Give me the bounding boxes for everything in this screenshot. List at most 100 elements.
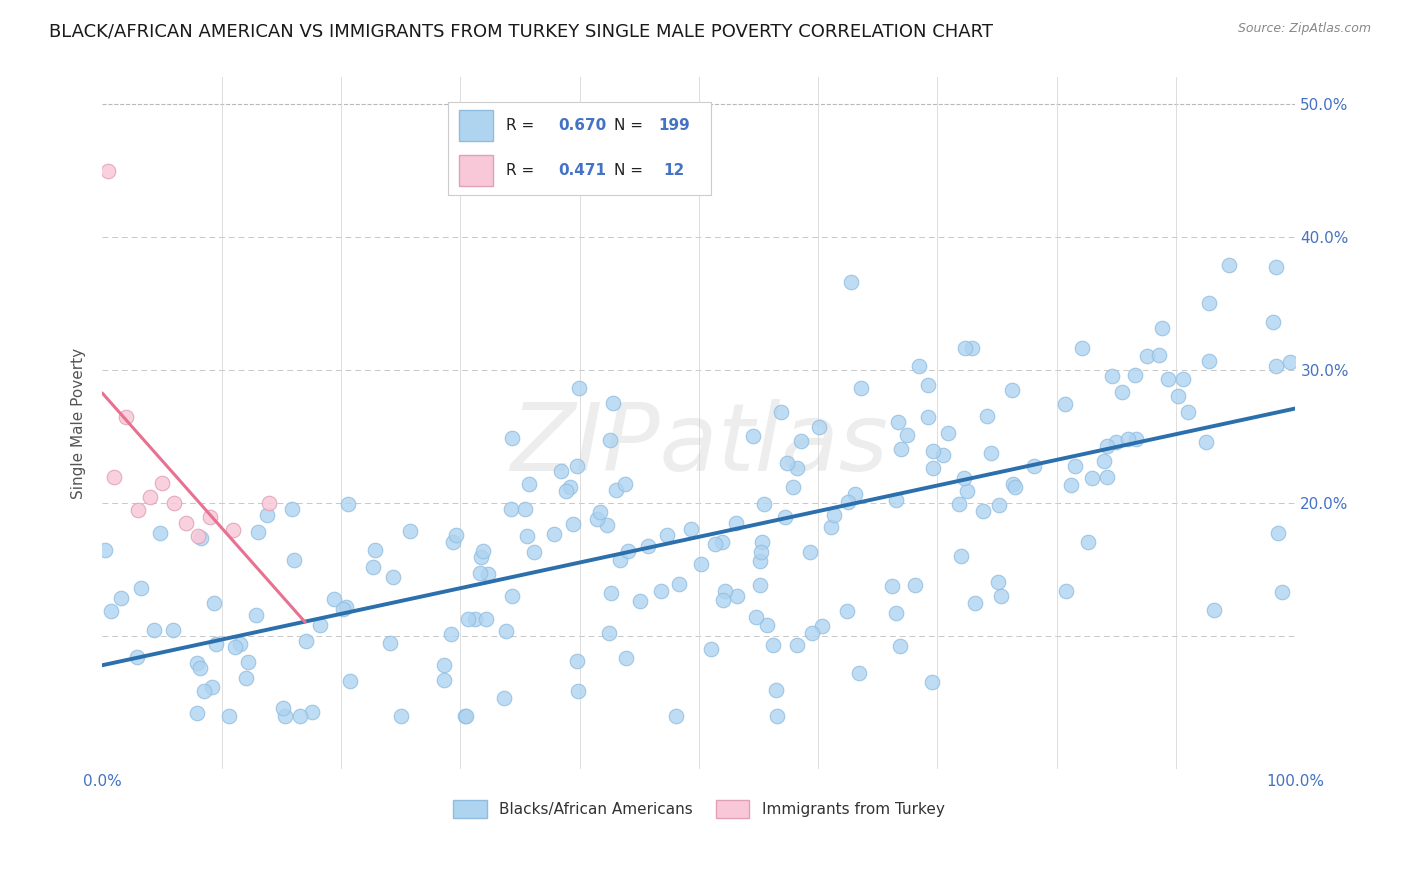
Point [454,709,477,723]
Point [283,553,305,567]
Point [1080,471,1102,485]
Point [637,539,659,553]
Point [741,428,763,442]
Point [281,501,304,516]
Point [494,690,516,705]
Point [567,684,589,698]
Point [749,578,772,592]
Point [1267,526,1289,541]
Point [323,592,346,607]
Point [890,442,912,457]
Point [361,560,384,574]
Point [186,706,208,721]
Point [835,603,858,617]
Point [1278,354,1301,368]
Point [586,512,609,526]
Point [1195,435,1218,450]
Point [1024,458,1046,473]
Point [567,458,589,473]
Point [711,593,734,607]
Point [433,658,456,673]
Point [703,536,725,550]
Point [129,581,152,595]
Point [103,469,125,483]
Point [681,522,703,536]
Point [786,639,808,653]
Point [598,625,620,640]
Point [668,577,690,591]
Point [908,359,931,374]
Point [477,567,499,582]
Point [886,415,908,429]
Point [848,665,870,680]
Point [1125,368,1147,382]
Point [725,589,748,603]
Point [1054,397,1077,411]
Point [628,594,651,608]
Point [1105,434,1128,449]
Point [614,476,637,491]
Point [513,501,536,516]
Point [224,640,246,654]
Point [713,584,735,599]
Point [960,341,983,355]
Point [1092,454,1115,468]
Point [1198,353,1220,368]
Point [922,461,945,475]
Point [1264,260,1286,274]
Point [596,518,619,533]
Point [1063,458,1085,473]
Point [205,637,228,651]
Point [143,623,166,637]
Point [201,680,224,694]
Point [839,276,862,290]
Point [97,163,120,178]
Point [700,642,723,657]
Point [561,516,583,531]
Point [190,531,212,545]
Point [1150,320,1173,334]
Point [555,484,578,499]
Point [921,674,943,689]
Point [614,651,637,665]
Point [752,497,775,511]
Point [589,505,612,519]
Point [457,612,479,626]
Point [690,557,713,571]
Point [605,483,627,497]
Point [987,574,1010,589]
Point [655,528,678,542]
Point [880,579,903,593]
Point [749,554,772,568]
Point [174,516,197,531]
Point [188,661,211,675]
Point [446,528,468,542]
Point [433,673,456,687]
Point [295,634,318,648]
Point [523,544,546,558]
Point [1147,348,1170,362]
Point [440,626,463,640]
Point [162,623,184,637]
Point [799,545,821,559]
Point [236,655,259,669]
Point [963,596,986,610]
Point [290,709,312,723]
Point [1097,469,1119,483]
Point [229,636,252,650]
Point [725,516,748,530]
Point [516,529,538,543]
Point [823,508,845,522]
Point [766,709,789,723]
Point [936,426,959,441]
Point [811,618,834,632]
Point [198,509,221,524]
Point [1002,477,1025,491]
Point [127,503,149,517]
Point [616,543,638,558]
Point [222,523,245,537]
Point [454,709,477,723]
Point [1136,349,1159,363]
Point [550,465,572,479]
Point [110,591,132,605]
